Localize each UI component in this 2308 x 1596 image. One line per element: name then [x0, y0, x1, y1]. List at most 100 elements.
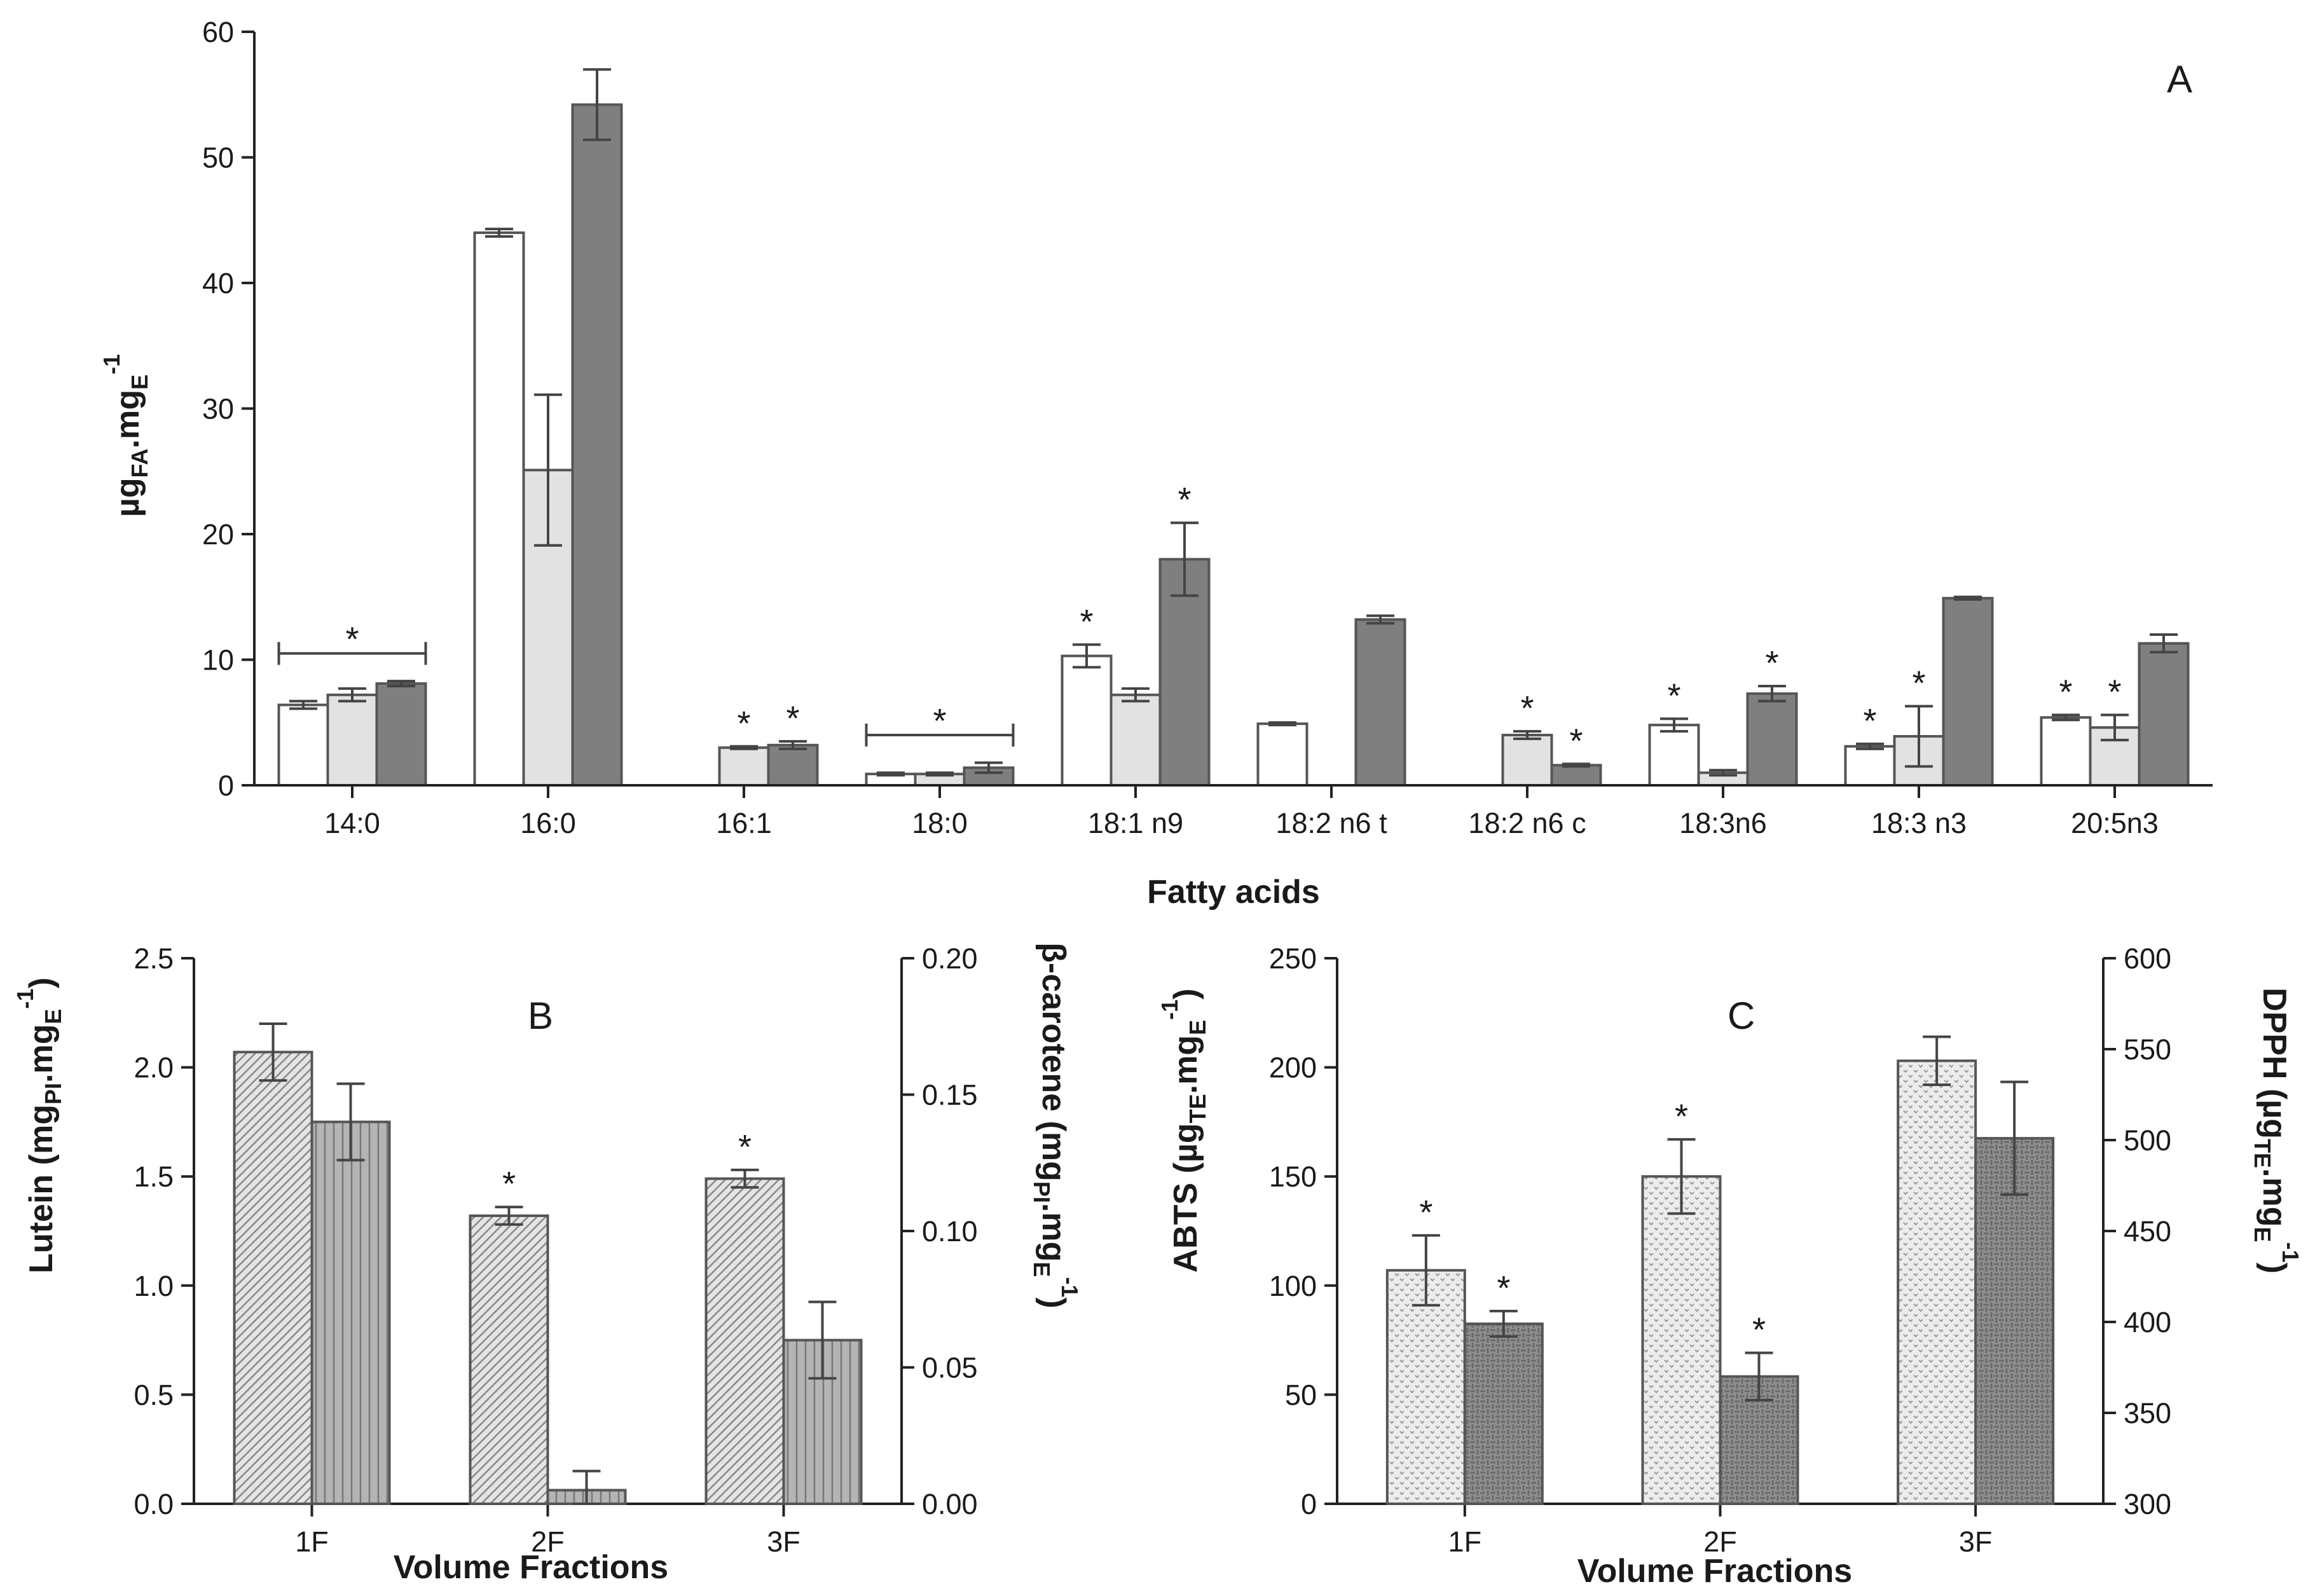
panel-a-y-label: µgFA.mgE-1: [99, 354, 153, 517]
panel-b-y-tick-label-left: 2.5: [134, 942, 174, 975]
panel-c-y-label-left: ABTS (µgTE.mgE-1): [1157, 989, 1211, 1273]
panel-c-bar: [1641, 1175, 1722, 1505]
panel-c-y-tick-label-right: 500: [2124, 1124, 2171, 1157]
panel-c-y-tick-label-right: 400: [2124, 1306, 2171, 1338]
panel-b-significance-star: *: [502, 1165, 516, 1203]
panel-c-left-label-end: ): [1167, 989, 1204, 1000]
panel-b-right-label-sup: -1: [1057, 1277, 1083, 1297]
panel-c-bar: [1974, 1137, 2055, 1505]
panel-c-y-tick-label-left: 100: [1269, 1270, 1317, 1302]
panel-c-x-tick-label: 2F: [1703, 1525, 1737, 1558]
panel-a-x-label: Fatty acids: [1147, 874, 1320, 911]
panel-a-y-label-sub1: FA: [127, 448, 153, 478]
panel-a-bar: [1746, 692, 1798, 787]
panel-a-bar: [277, 703, 329, 787]
panel-b-bar: [233, 1050, 313, 1506]
panel-a-chart: 0 10 20 30 40 50 60 14:0 16:0 16:1 18:0 18:1 n9 18:…: [99, 16, 2213, 911]
panel-b-right-label-mid: .mg: [1035, 1203, 1072, 1262]
panel-b-y-tick-label-right: 0.05: [922, 1352, 978, 1384]
panel-c-significance-star: *: [1675, 1097, 1688, 1136]
panel-c-significance-star: *: [1752, 1311, 1766, 1349]
panel-a-bar: [1942, 596, 1994, 787]
panel-b-content: 0.0 0.5 1.0 1.5 2.0 2.5 0.00 0.05 0.10 0.15 0.20 1F…: [134, 942, 977, 1558]
panel-a-x-tick-label: 20:5n3: [2071, 807, 2159, 839]
panel-b-x-tick-label: 2F: [531, 1525, 565, 1558]
panel-a-y-tick-label: 30: [202, 393, 234, 425]
panel-a-bar: [767, 743, 819, 787]
panel-b-significance-star: *: [738, 1128, 752, 1166]
panel-a-bar: [1256, 722, 1309, 787]
svg-text:β-carotene (mgPI.mgE-1): β-carotene (mgPI.mgE-1): [1029, 942, 1083, 1308]
panel-b-x-tick-label: 1F: [295, 1525, 329, 1558]
panel-a-y-axis: 0 10 20 30 40 50 60: [202, 16, 256, 802]
panel-b-chart: 0.0 0.5 1.0 1.5 2.0 2.5 0.00 0.05 0.10 0.15 0.20 1F…: [12, 942, 1083, 1586]
panel-a-x-tick-label: 16:0: [520, 807, 576, 839]
svg-text:µgFA.mgE-1: µgFA.mgE-1: [99, 354, 153, 517]
panel-a-label: A: [2167, 58, 2192, 100]
panel-b-y-tick-label-left: 0.5: [134, 1379, 174, 1411]
panel-c-y-tick-label-left: 200: [1269, 1052, 1317, 1084]
panel-a-bar: [2040, 716, 2092, 787]
panel-a-x-tick-label: 18:3n6: [1679, 807, 1767, 839]
panel-a-bar: [1501, 734, 1553, 787]
panel-c-x-tick-label: 1F: [1448, 1525, 1482, 1558]
panel-a-x-axis: 14:0 16:0 16:1 18:0 18:1 n9 18:2 n6 t 18:2 n6 …: [254, 784, 2213, 839]
panel-a-x-tick-label: 18:3 n3: [1871, 807, 1967, 839]
panel-a-significance-star: *: [2059, 673, 2072, 711]
panel-b-y-tick-label-left: 0.0: [134, 1488, 174, 1520]
svg-text:DPPH (µgTE.mgE-1): DPPH (µgTE.mgE-1): [2250, 987, 2304, 1274]
panel-c-content: 0 50 100 150 200 250 300 350 400 450 500 550 600 1F * *…: [1269, 942, 2171, 1558]
panel-b-y-tick-label-right: 0.10: [922, 1215, 978, 1248]
panel-c-right-label-end: ): [2256, 1263, 2293, 1274]
panel-b-x-tick-label: 3F: [767, 1525, 800, 1558]
panel-a-significance-star: *: [345, 621, 359, 659]
panel-b-left-label-end: ): [23, 977, 60, 988]
panel-c-left-label-sup: -1: [1157, 1000, 1183, 1020]
panel-c-left-label-mid: .mg: [1167, 1035, 1204, 1094]
panel-a-bar: [1061, 654, 1113, 787]
panel-a-bar: [1844, 745, 1896, 787]
panel-b-bar: [310, 1120, 391, 1505]
panel-c-y-label-right: DPPH (µgTE.mgE-1): [2250, 987, 2304, 1274]
panel-b-bar: [704, 1177, 785, 1505]
panel-a-y-label-sub2: E: [127, 375, 153, 390]
panel-a-bar: [718, 746, 770, 787]
panel-c-left-label-main: ABTS (µg: [1167, 1123, 1204, 1272]
panel-a-significance-star: *: [1520, 689, 1534, 727]
panel-b-y-tick-label-left: 1.5: [134, 1160, 174, 1193]
panel-c-right-label-sub2: E: [2250, 1227, 2276, 1242]
panel-c-x-label: Volume Fractions: [1577, 1553, 1852, 1590]
panel-a-y-tick-label: 60: [202, 16, 234, 48]
panel-b-y-label-right: β-carotene (mgPI.mgE-1): [1029, 942, 1083, 1308]
panel-a-bar: [326, 693, 378, 787]
panel-a-x-tick-label: 18:2 n6 t: [1275, 807, 1387, 839]
panel-a-significance: * * * * * * * * * * * * * *: [277, 481, 2122, 760]
panel-c-right-label-sub: TE: [2250, 1139, 2276, 1168]
panel-c-bar: [1897, 1059, 1977, 1505]
panel-b-y-tick-label-right: 0.00: [922, 1488, 978, 1520]
panel-c-y-tick-label-left: 250: [1269, 942, 1317, 975]
panel-b-y-tick-label-right: 0.15: [922, 1079, 978, 1111]
panel-a-y-tick-label: 20: [202, 518, 234, 551]
panel-c-right-label-mid: .mg: [2256, 1168, 2293, 1227]
panel-a-significance-star: *: [737, 705, 750, 743]
panel-a-bar: [1109, 693, 1162, 787]
panel-b-left-label-main: Lutein (mg: [23, 1104, 60, 1274]
panel-b-right-label-end: ): [1035, 1297, 1072, 1308]
panel-b-y-tick-label-left: 1.0: [134, 1270, 174, 1302]
panel-a-bar: [473, 231, 525, 787]
panel-a-bar: [1354, 618, 1406, 787]
panel-b-y-tick-label-right: 0.20: [922, 942, 978, 975]
panel-a-bar: [1648, 724, 1700, 787]
panel-a-bar: [571, 103, 623, 787]
panel-a-significance-star: *: [1569, 722, 1583, 760]
panel-b-x-label: Volume Fractions: [394, 1549, 668, 1586]
panel-a-y-label-sup: -1: [99, 354, 125, 375]
panel-b-right-label-sub: PI: [1029, 1181, 1055, 1203]
panel-a-x-tick-label: 16:1: [716, 807, 772, 839]
panel-b-left-label-sub2: E: [40, 1009, 66, 1024]
panel-a-bars: [277, 68, 2190, 787]
panel-b-right-label-sub2: E: [1029, 1262, 1055, 1277]
panel-a-y-label-main: µg: [109, 478, 146, 517]
